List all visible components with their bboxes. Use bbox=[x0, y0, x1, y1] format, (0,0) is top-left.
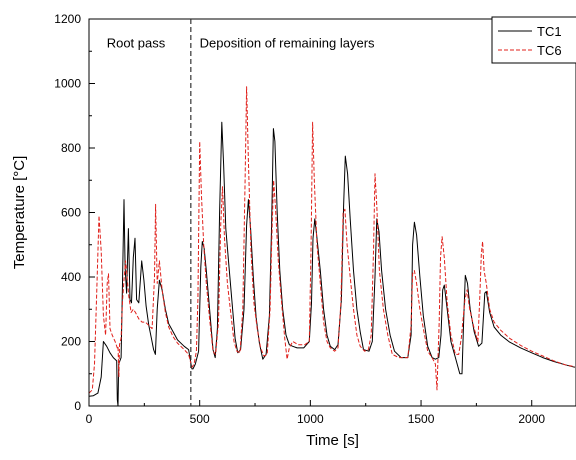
y-tick-label: 600 bbox=[61, 206, 81, 220]
legend: TC1 TC6 bbox=[491, 16, 576, 64]
x-tick-label: 1000 bbox=[297, 412, 324, 426]
y-tick-label: 200 bbox=[61, 335, 81, 349]
y-tick-label: 1200 bbox=[54, 12, 81, 26]
y-tick-label: 400 bbox=[61, 270, 81, 284]
y-axis-title: Temperature [°C] bbox=[11, 156, 28, 270]
legend-label-tc6: TC6 bbox=[537, 43, 562, 58]
plot-area bbox=[88, 86, 576, 407]
x-tick-label: 500 bbox=[190, 412, 210, 426]
y-tick-label: 800 bbox=[61, 141, 81, 155]
axis-ticks: 0 500 1000 1500 2000 0 200 400 600 800 1000 1200 bbox=[54, 12, 545, 426]
legend-box bbox=[491, 16, 576, 64]
y-tick-label: 0 bbox=[74, 399, 81, 413]
x-tick-label: 1500 bbox=[408, 412, 435, 426]
annotation-deposition: Deposition of remaining layers bbox=[200, 36, 375, 51]
x-axis-title: Time [s] bbox=[306, 432, 359, 449]
x-tick-label: 0 bbox=[86, 412, 93, 426]
series-line-tc6 bbox=[88, 86, 575, 394]
legend-label-tc1: TC1 bbox=[537, 24, 562, 39]
series-line-tc1 bbox=[88, 121, 576, 407]
x-tick-label: 2000 bbox=[518, 412, 545, 426]
y-tick-label: 1000 bbox=[54, 77, 81, 91]
annotation-root-pass: Root pass bbox=[107, 36, 166, 51]
